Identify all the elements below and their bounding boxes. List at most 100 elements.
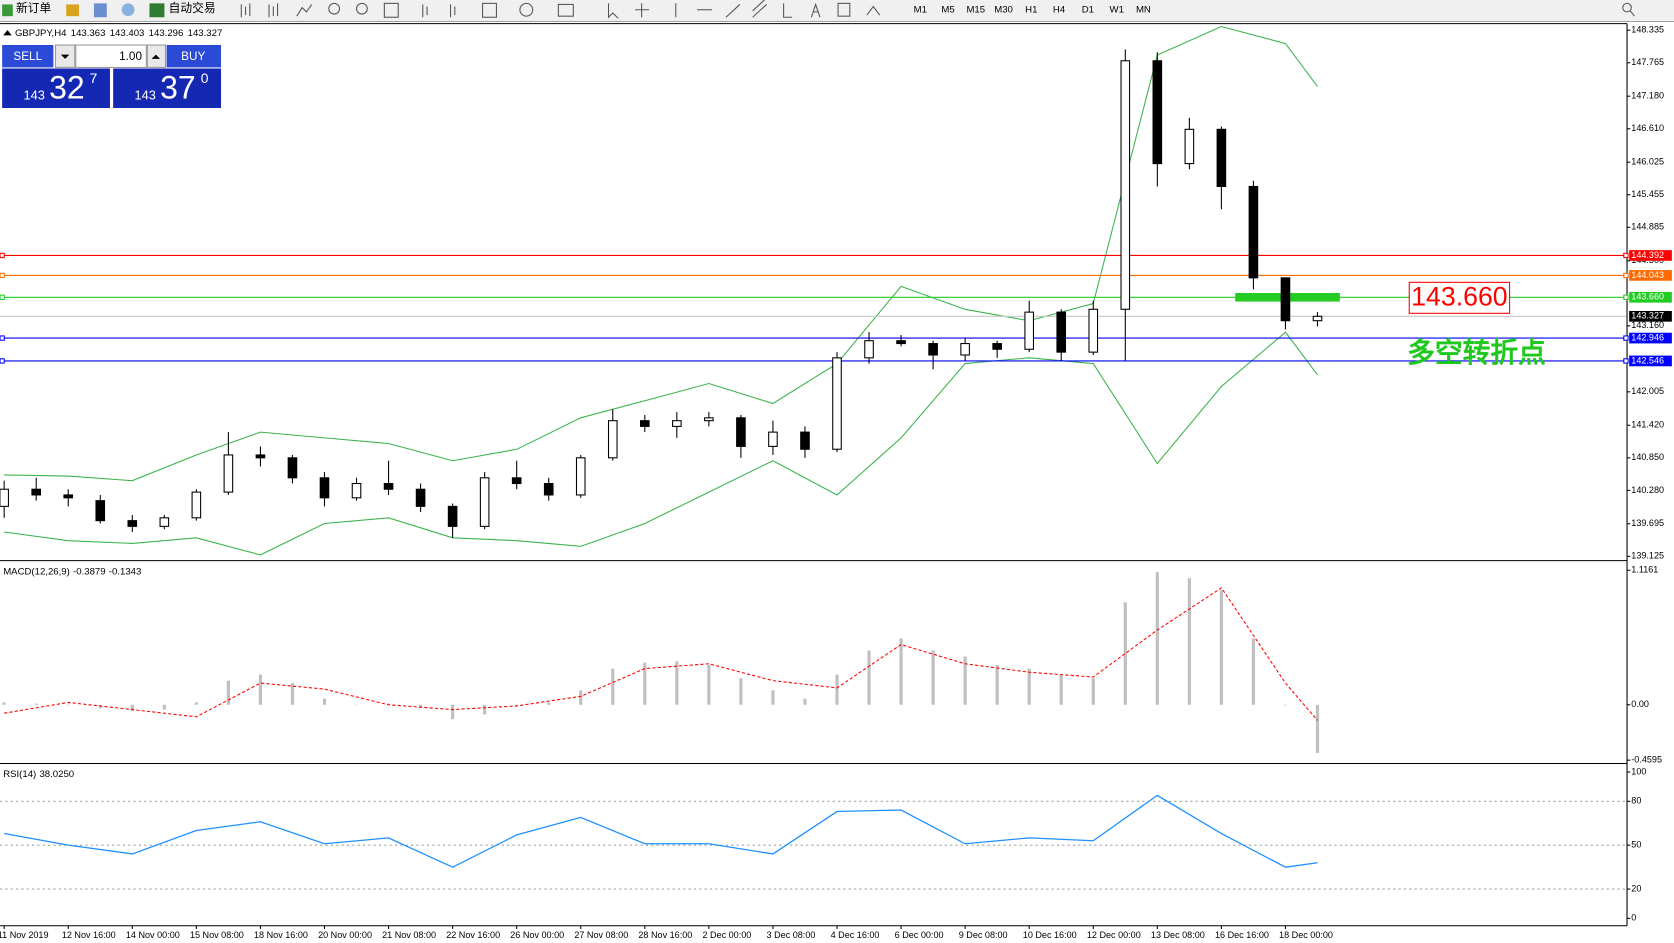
candle-body bbox=[479, 477, 490, 527]
header-triangle bbox=[3, 30, 12, 36]
level-handle[interactable] bbox=[1623, 252, 1629, 259]
candle-body bbox=[1216, 128, 1227, 187]
macd-bar bbox=[931, 650, 935, 705]
level-handle[interactable] bbox=[0, 358, 5, 364]
new-order-button[interactable]: 新订单 bbox=[16, 1, 51, 15]
macd-bar bbox=[98, 704, 102, 709]
search-button[interactable] bbox=[1622, 2, 1632, 13]
fibonacci-tool[interactable] bbox=[783, 3, 793, 18]
indicators-tool[interactable] bbox=[482, 2, 497, 18]
autoscroll-tool[interactable] bbox=[422, 4, 428, 18]
macd-bar bbox=[579, 690, 583, 705]
candle-body bbox=[31, 488, 42, 496]
toolbar-icon[interactable] bbox=[93, 3, 107, 18]
level-handle[interactable] bbox=[1623, 272, 1629, 279]
buy-price-box[interactable] bbox=[113, 68, 221, 108]
timeframe-button[interactable]: M1 bbox=[914, 4, 927, 15]
candle-body bbox=[832, 357, 842, 450]
candle-body bbox=[223, 454, 234, 493]
macd-bar bbox=[1091, 678, 1095, 705]
timeframe-button[interactable]: W1 bbox=[1110, 4, 1124, 15]
text-tool[interactable] bbox=[810, 2, 821, 18]
timeframe-button[interactable]: H1 bbox=[1025, 4, 1037, 15]
auto-trading-icon[interactable] bbox=[149, 3, 165, 18]
level-price-label: 143.660 bbox=[1631, 292, 1664, 302]
y-tick-label: 147.765 bbox=[1631, 57, 1664, 67]
new-order-icon[interactable] bbox=[2, 4, 13, 17]
timeframe-button[interactable]: H4 bbox=[1053, 4, 1066, 15]
candle-body bbox=[1280, 277, 1291, 322]
level-handle[interactable] bbox=[0, 335, 5, 341]
x-tick-label: 9 Dec 08:00 bbox=[959, 930, 1008, 940]
candle-body bbox=[992, 343, 1002, 350]
macd-bar bbox=[835, 674, 839, 705]
line-chart-tool[interactable] bbox=[296, 4, 313, 17]
lot-value[interactable]: 1.00 bbox=[119, 50, 142, 63]
candle-body bbox=[0, 488, 9, 507]
auto-trading-button[interactable]: 自动交易 bbox=[169, 1, 216, 15]
tile-tool[interactable] bbox=[383, 2, 399, 18]
arrows-tool[interactable] bbox=[866, 5, 881, 16]
level-handle[interactable] bbox=[0, 272, 5, 279]
candle-body bbox=[1184, 128, 1195, 165]
y-tick-label: 80 bbox=[1631, 796, 1641, 806]
candle-body bbox=[415, 488, 426, 507]
macd-bar bbox=[34, 703, 38, 705]
candle-body bbox=[63, 494, 74, 499]
y-tick-label: 145.455 bbox=[1631, 189, 1664, 199]
timeframe-button[interactable]: M5 bbox=[941, 4, 954, 15]
periods-tool[interactable] bbox=[519, 2, 534, 17]
timeframe-button[interactable]: D1 bbox=[1082, 4, 1094, 15]
level-handle[interactable] bbox=[0, 294, 5, 300]
timeframe-button[interactable]: MN bbox=[1136, 4, 1151, 15]
level-handle[interactable] bbox=[1623, 335, 1629, 341]
macd-bar bbox=[803, 698, 807, 705]
templates-tool[interactable] bbox=[557, 3, 574, 17]
level-handle[interactable] bbox=[0, 252, 5, 259]
x-tick-label: 2 Dec 00:00 bbox=[702, 930, 751, 940]
buy-label[interactable]: BUY bbox=[181, 50, 205, 63]
level-handle[interactable] bbox=[1623, 294, 1629, 300]
cursor-tool[interactable] bbox=[607, 3, 619, 19]
toolbar: 新订单 自动交易 bbox=[0, 0, 1674, 23]
buy-price-big: 143 bbox=[135, 88, 156, 103]
sell-label[interactable]: SELL bbox=[13, 50, 42, 63]
candle-body bbox=[351, 482, 362, 499]
bar-chart-tool[interactable] bbox=[240, 3, 251, 18]
x-tick-label: 20 Nov 00:00 bbox=[318, 930, 372, 940]
macd-bar bbox=[1123, 602, 1127, 705]
level-price-tag bbox=[1629, 270, 1672, 281]
candle-body bbox=[543, 482, 554, 496]
candle-body bbox=[127, 520, 138, 527]
candle-body bbox=[768, 431, 778, 447]
shift-tool[interactable] bbox=[449, 4, 456, 18]
toolbar-icon[interactable] bbox=[66, 4, 80, 17]
level-price-label: 144.043 bbox=[1631, 270, 1664, 280]
y-tick-label: 147.180 bbox=[1631, 91, 1664, 101]
bid-price-label: 143.327 bbox=[1631, 311, 1664, 321]
timeframe-button[interactable]: M15 bbox=[966, 4, 985, 15]
macd-bar bbox=[1219, 590, 1223, 705]
buy-button[interactable] bbox=[166, 44, 221, 68]
candle-chart-tool[interactable] bbox=[268, 3, 279, 18]
y-tick-label: 141.420 bbox=[1631, 420, 1664, 430]
zoom-out-tool[interactable] bbox=[356, 2, 368, 15]
sell-price-box[interactable] bbox=[2, 68, 110, 108]
lot-field[interactable] bbox=[75, 44, 147, 68]
macd-bar bbox=[739, 678, 743, 705]
zoom-in-tool[interactable] bbox=[328, 2, 341, 15]
label-tool[interactable] bbox=[837, 2, 851, 17]
annotation-text: 143.660 bbox=[1411, 281, 1507, 311]
indicator-header: RSI(14) 38.0250 bbox=[3, 769, 74, 780]
trendline-tool[interactable] bbox=[725, 4, 741, 18]
macd-bar bbox=[995, 665, 999, 705]
toolbar-icon[interactable] bbox=[121, 3, 135, 17]
candle-body bbox=[255, 454, 266, 459]
sell-button[interactable] bbox=[2, 44, 54, 68]
crosshair-tool[interactable] bbox=[635, 3, 650, 18]
level-handle[interactable] bbox=[1623, 358, 1629, 364]
timeframe-button[interactable]: M30 bbox=[994, 4, 1013, 15]
macd-bar bbox=[707, 665, 711, 705]
channel-tool[interactable] bbox=[752, 0, 767, 18]
